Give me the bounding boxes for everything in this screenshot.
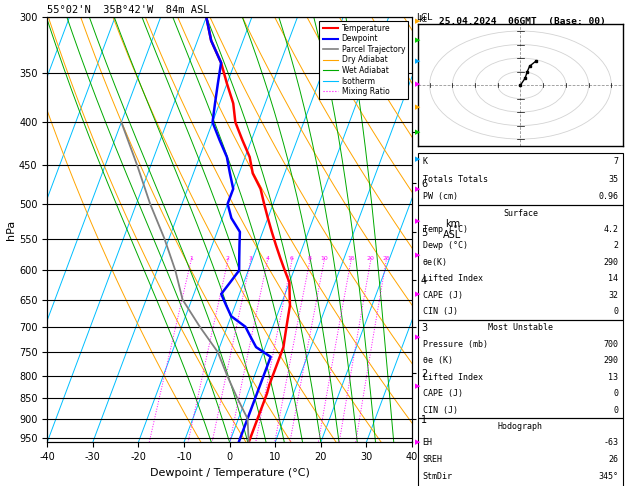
Text: CAPE (J): CAPE (J) [423, 389, 463, 398]
Text: ▶: ▶ [415, 218, 421, 224]
Text: kt: kt [418, 15, 427, 24]
Text: 0.96: 0.96 [598, 192, 618, 201]
Text: 32: 32 [608, 291, 618, 300]
Text: ▶: ▶ [415, 383, 421, 389]
Text: ▶: ▶ [415, 18, 421, 24]
Text: θe (K): θe (K) [423, 356, 453, 365]
Text: 14: 14 [608, 274, 618, 283]
Text: ▶: ▶ [415, 291, 421, 297]
Text: 10: 10 [320, 256, 328, 261]
Text: Hodograph: Hodograph [498, 422, 543, 431]
Text: Pressure (mb): Pressure (mb) [423, 340, 487, 348]
Text: ▶: ▶ [415, 439, 421, 445]
Text: Lifted Index: Lifted Index [423, 274, 482, 283]
Text: 13: 13 [608, 373, 618, 382]
Text: Lifted Index: Lifted Index [423, 373, 482, 382]
Text: ▶: ▶ [415, 253, 421, 259]
Text: ▶: ▶ [415, 129, 421, 136]
Text: SREH: SREH [423, 455, 443, 464]
X-axis label: Dewpoint / Temperature (°C): Dewpoint / Temperature (°C) [150, 468, 309, 478]
Text: CAPE (J): CAPE (J) [423, 291, 463, 300]
Text: ▶: ▶ [415, 81, 421, 87]
Text: 290: 290 [603, 258, 618, 267]
Text: EH: EH [423, 438, 433, 447]
Text: 2: 2 [613, 241, 618, 250]
Text: 0: 0 [613, 406, 618, 415]
Text: 345°: 345° [598, 471, 618, 481]
Text: 700: 700 [603, 340, 618, 348]
Text: ▶: ▶ [415, 186, 421, 192]
Text: Totals Totals: Totals Totals [423, 174, 487, 184]
Text: K: K [423, 157, 428, 166]
Text: 1: 1 [189, 256, 193, 261]
Text: 7: 7 [613, 157, 618, 166]
Text: -63: -63 [603, 438, 618, 447]
Text: 26: 26 [608, 455, 618, 464]
Text: 25.04.2024  06GMT  (Base: 00): 25.04.2024 06GMT (Base: 00) [438, 17, 606, 26]
Text: CIN (J): CIN (J) [423, 307, 458, 316]
Text: 4: 4 [265, 256, 269, 261]
Text: θe(K): θe(K) [423, 258, 448, 267]
Text: 20: 20 [367, 256, 374, 261]
Text: ▶: ▶ [415, 37, 421, 44]
Text: 4.2: 4.2 [603, 225, 618, 234]
Text: LCL: LCL [416, 13, 432, 21]
Text: Dewp (°C): Dewp (°C) [423, 241, 468, 250]
Text: 2: 2 [226, 256, 230, 261]
Text: PW (cm): PW (cm) [423, 192, 458, 201]
Text: CIN (J): CIN (J) [423, 406, 458, 415]
Text: 25: 25 [382, 256, 390, 261]
Y-axis label: km
ASL: km ASL [443, 219, 462, 241]
Legend: Temperature, Dewpoint, Parcel Trajectory, Dry Adiabat, Wet Adiabat, Isotherm, Mi: Temperature, Dewpoint, Parcel Trajectory… [320, 21, 408, 99]
Text: 8: 8 [308, 256, 312, 261]
Text: 3: 3 [248, 256, 252, 261]
Text: Temp (°C): Temp (°C) [423, 225, 468, 234]
Text: ▶: ▶ [415, 104, 421, 110]
Text: 15: 15 [347, 256, 355, 261]
Y-axis label: hPa: hPa [6, 220, 16, 240]
Text: 55°02'N  35B°42'W  84m ASL: 55°02'N 35B°42'W 84m ASL [47, 5, 209, 15]
Text: 35: 35 [608, 174, 618, 184]
Text: StmDir: StmDir [423, 471, 453, 481]
Text: 290: 290 [603, 356, 618, 365]
Text: ▶: ▶ [415, 334, 421, 340]
Text: Most Unstable: Most Unstable [488, 323, 553, 332]
Text: ▶: ▶ [415, 58, 421, 65]
Text: 6: 6 [290, 256, 294, 261]
Text: 0: 0 [613, 389, 618, 398]
Text: ▶: ▶ [415, 156, 421, 163]
Text: 0: 0 [613, 307, 618, 316]
Text: Surface: Surface [503, 208, 538, 218]
